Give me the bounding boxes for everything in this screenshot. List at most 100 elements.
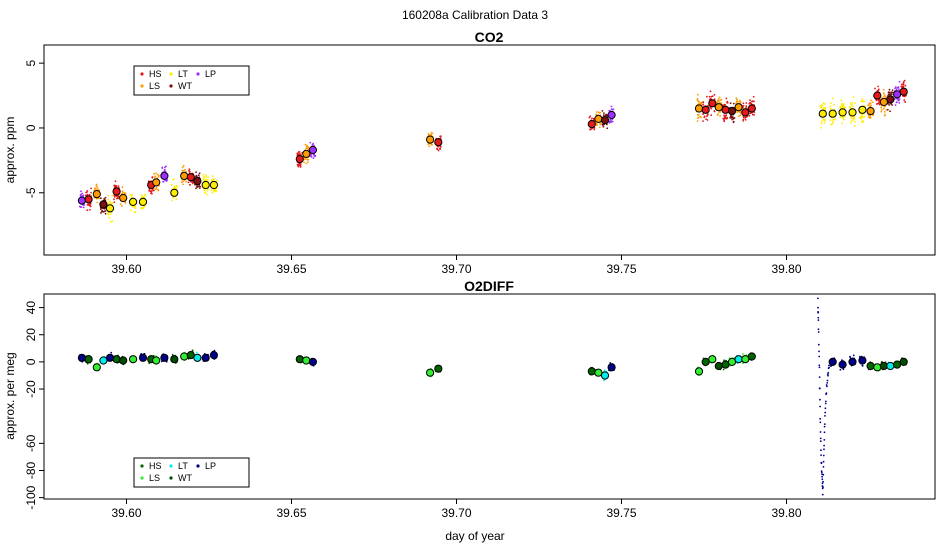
o2diff-point-lt	[195, 351, 198, 354]
co2-point-wt	[104, 210, 107, 212]
co2-point-ls	[124, 192, 127, 195]
co2-point-ls	[430, 133, 432, 136]
co2-point-ls	[739, 99, 741, 102]
co2-point-lt	[854, 120, 856, 123]
o2diff-mean-marker	[295, 355, 304, 364]
o2diff-transient-point	[817, 297, 819, 300]
co2-point-ls	[306, 158, 308, 161]
co2-point-lt	[207, 179, 209, 181]
co2-point-lp	[895, 101, 898, 104]
co2-legend-label-lp: LP	[205, 69, 216, 79]
co2-point-hs	[900, 83, 903, 86]
co2-point-hs	[702, 120, 704, 122]
co2-mean-marker	[747, 104, 756, 113]
co2-point-hs	[86, 204, 89, 206]
co2-point-lt	[107, 201, 110, 204]
co2-point-lt	[130, 196, 133, 199]
o2diff-mean-marker	[302, 356, 311, 365]
co2-point-hs	[742, 118, 745, 121]
co2-point-wt	[195, 171, 198, 174]
co2-mean-marker	[899, 87, 908, 96]
co2-point-ls	[718, 111, 721, 113]
o2diff-xtick-label: 39.60	[111, 506, 141, 520]
co2-point-lt	[134, 205, 136, 208]
o2diff-mean-marker	[708, 355, 717, 364]
co2-point-lp	[82, 206, 85, 209]
o2diff-mean-marker	[587, 367, 596, 376]
co2-point-ls	[307, 146, 310, 149]
co2-point-ls	[595, 113, 598, 116]
co2-point-ls	[880, 106, 883, 109]
co2-point-wt	[887, 91, 890, 94]
o2diff-legend-marker-wt	[169, 476, 173, 480]
co2-mean-marker	[295, 155, 304, 164]
o2diff-transient-point	[819, 431, 822, 433]
o2diff-mean-marker	[201, 353, 210, 362]
co2-point-wt	[888, 104, 890, 106]
co2-point-ls	[697, 116, 700, 119]
co2-point-lt	[851, 101, 854, 104]
co2-point-lt	[842, 105, 845, 108]
co2-point-lp	[898, 102, 901, 104]
co2-point-lt	[850, 104, 853, 106]
o2diff-mean-marker	[77, 353, 87, 362]
co2-point-wt	[602, 114, 605, 117]
co2-point-hs	[875, 103, 878, 105]
co2-point-lt	[206, 193, 208, 196]
o2diff-transient-point	[817, 316, 820, 319]
co2-point-ls	[430, 143, 433, 146]
co2-point-ls	[735, 97, 738, 100]
o2diff-transient-point	[823, 431, 826, 434]
co2-point-lt	[823, 106, 825, 109]
co2-point-ls	[307, 161, 309, 164]
co2-point-hs	[151, 176, 154, 178]
co2-point-ls	[883, 111, 886, 113]
co2-mean-marker	[828, 109, 837, 118]
co2-point-ls	[95, 185, 98, 188]
o2diff-transient-point	[818, 364, 821, 367]
co2-point-wt	[731, 118, 734, 121]
co2-point-lt	[853, 117, 855, 120]
co2-point-lt	[852, 105, 854, 108]
co2-point-wt	[886, 108, 889, 111]
co2-point-lp	[896, 86, 899, 89]
o2diff-mean-marker	[193, 353, 202, 362]
co2-point-lt	[839, 105, 842, 108]
co2-xtick-label: 39.70	[441, 262, 471, 276]
o2diff-transient-point	[825, 392, 828, 395]
co2-point-hs	[713, 93, 716, 96]
co2-point-ls	[155, 188, 157, 191]
o2diff-legend-label-lp: LP	[205, 461, 216, 471]
o2diff-legend-label-lt: LT	[178, 461, 188, 471]
co2-legend-marker-hs	[140, 72, 144, 76]
co2-point-hs	[723, 114, 726, 117]
co2-point-lt	[110, 202, 112, 205]
co2-point-lp	[612, 108, 615, 110]
o2diff-mean-marker	[426, 368, 435, 377]
co2-point-ls	[716, 114, 719, 116]
o2diff-point-lp	[110, 351, 113, 354]
co2-point-lt	[850, 116, 852, 118]
co2-point-ls	[153, 173, 156, 175]
co2-point-hs	[90, 191, 92, 194]
co2-point-hs	[85, 191, 87, 194]
co2-point-hs	[742, 120, 745, 122]
co2-panel: CO2 39.60 39.65 39.70 39.75 39.80 -5 0 5 approx…	[3, 29, 936, 276]
o2diff-transient-point	[821, 478, 824, 481]
co2-point-ls	[121, 186, 124, 189]
co2-point-lt	[850, 119, 853, 122]
co2-point-hs	[89, 208, 91, 211]
o2diff-mean-marker	[873, 363, 882, 372]
co2-point-hs	[904, 84, 907, 87]
o2diff-mean-marker	[607, 363, 616, 372]
co2-point-hs	[115, 185, 117, 187]
co2-point-ls	[884, 96, 887, 98]
co2-point-hs	[440, 135, 442, 138]
co2-point-ls	[305, 147, 308, 150]
co2-point-lt	[829, 119, 832, 122]
o2diff-legend-marker-hs	[140, 464, 144, 468]
co2-point-lt	[821, 104, 824, 107]
co2-legend-label-ls: LS	[149, 81, 160, 91]
co2-mean-marker	[119, 193, 128, 203]
co2-point-hs	[589, 115, 592, 118]
